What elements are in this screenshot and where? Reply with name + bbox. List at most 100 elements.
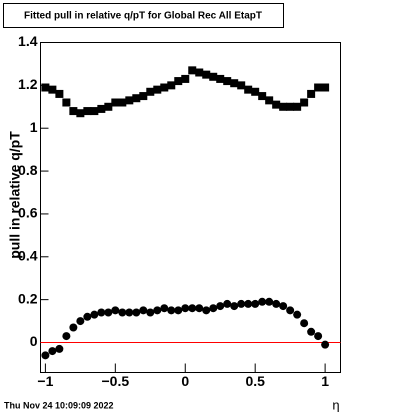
marker xyxy=(202,306,211,315)
chart-title: Fitted pull in relative q/pT for Global … xyxy=(24,11,262,22)
y-axis-label: pull in relative q/pT xyxy=(7,131,23,259)
marker xyxy=(125,96,134,105)
marker xyxy=(216,302,225,311)
marker xyxy=(251,87,260,96)
marker xyxy=(286,306,295,315)
timestamp: Thu Nov 24 10:09:09 2022 xyxy=(4,400,114,410)
marker xyxy=(307,327,316,336)
marker xyxy=(139,306,148,315)
marker xyxy=(139,92,148,101)
plot-frame xyxy=(40,42,341,373)
marker xyxy=(174,77,183,86)
marker xyxy=(174,306,183,315)
marker xyxy=(223,299,232,308)
y-tick-label: 1.4 xyxy=(18,33,38,49)
marker xyxy=(104,102,113,111)
marker xyxy=(160,83,169,92)
y-tick-label: 1 xyxy=(30,119,38,135)
x-tick-label: 0 xyxy=(181,373,189,389)
marker xyxy=(188,304,197,313)
y-tick-label: 1.2 xyxy=(18,76,38,92)
marker xyxy=(55,89,64,98)
marker xyxy=(300,319,309,328)
marker xyxy=(104,308,113,317)
marker xyxy=(69,323,78,332)
marker xyxy=(48,347,57,356)
y-tick-label: 0 xyxy=(30,333,38,349)
marker xyxy=(181,74,190,83)
marker xyxy=(153,306,162,315)
marker xyxy=(321,340,330,349)
marker xyxy=(223,77,232,86)
marker xyxy=(76,109,85,118)
marker xyxy=(216,74,225,83)
marker xyxy=(195,68,204,77)
x-tick-label: −1 xyxy=(37,373,53,389)
y-tick-label: 0.4 xyxy=(18,247,38,263)
marker xyxy=(118,308,127,317)
x-tick-label: 0.5 xyxy=(245,373,265,389)
marker xyxy=(314,83,323,92)
marker xyxy=(195,304,204,313)
marker xyxy=(244,85,253,94)
marker xyxy=(181,304,190,313)
marker xyxy=(167,306,176,315)
marker xyxy=(286,102,295,111)
marker xyxy=(83,107,92,116)
marker xyxy=(111,306,120,315)
marker xyxy=(209,72,218,81)
marker xyxy=(62,98,71,107)
marker xyxy=(258,92,267,101)
marker xyxy=(258,297,267,306)
x-tick-label: 1 xyxy=(321,373,329,389)
marker xyxy=(321,83,330,92)
marker xyxy=(132,94,141,103)
marker xyxy=(167,81,176,90)
y-tick-label: 0.6 xyxy=(18,205,38,221)
marker xyxy=(230,302,239,311)
marker xyxy=(41,351,50,360)
marker xyxy=(265,96,274,105)
marker xyxy=(272,100,281,109)
marker xyxy=(146,308,155,317)
marker xyxy=(111,98,120,107)
marker xyxy=(209,304,218,313)
title-box xyxy=(3,3,284,28)
marker xyxy=(90,107,99,116)
marker xyxy=(293,102,302,111)
marker xyxy=(300,98,309,107)
y-tick-label: 0.2 xyxy=(18,290,38,306)
marker xyxy=(90,310,99,319)
marker xyxy=(83,312,92,321)
marker xyxy=(97,308,106,317)
marker xyxy=(244,299,253,308)
marker xyxy=(55,344,64,353)
marker xyxy=(237,81,246,90)
marker xyxy=(307,89,316,98)
marker xyxy=(230,79,239,88)
marker xyxy=(76,317,85,326)
marker xyxy=(188,66,197,75)
marker xyxy=(48,85,57,94)
y-tick-label: 0.8 xyxy=(18,162,38,178)
marker xyxy=(62,332,71,341)
marker xyxy=(146,87,155,96)
marker xyxy=(314,332,323,341)
marker xyxy=(279,302,288,311)
x-axis-label: η xyxy=(332,397,339,412)
marker xyxy=(125,308,134,317)
marker xyxy=(237,299,246,308)
marker xyxy=(153,85,162,94)
marker xyxy=(272,299,281,308)
marker xyxy=(251,299,260,308)
marker xyxy=(279,102,288,111)
marker xyxy=(132,308,141,317)
x-tick-label: −0.5 xyxy=(102,373,130,389)
marker xyxy=(265,297,274,306)
marker xyxy=(118,98,127,107)
marker xyxy=(97,104,106,113)
marker xyxy=(160,304,169,313)
marker xyxy=(202,70,211,79)
marker xyxy=(69,107,78,116)
